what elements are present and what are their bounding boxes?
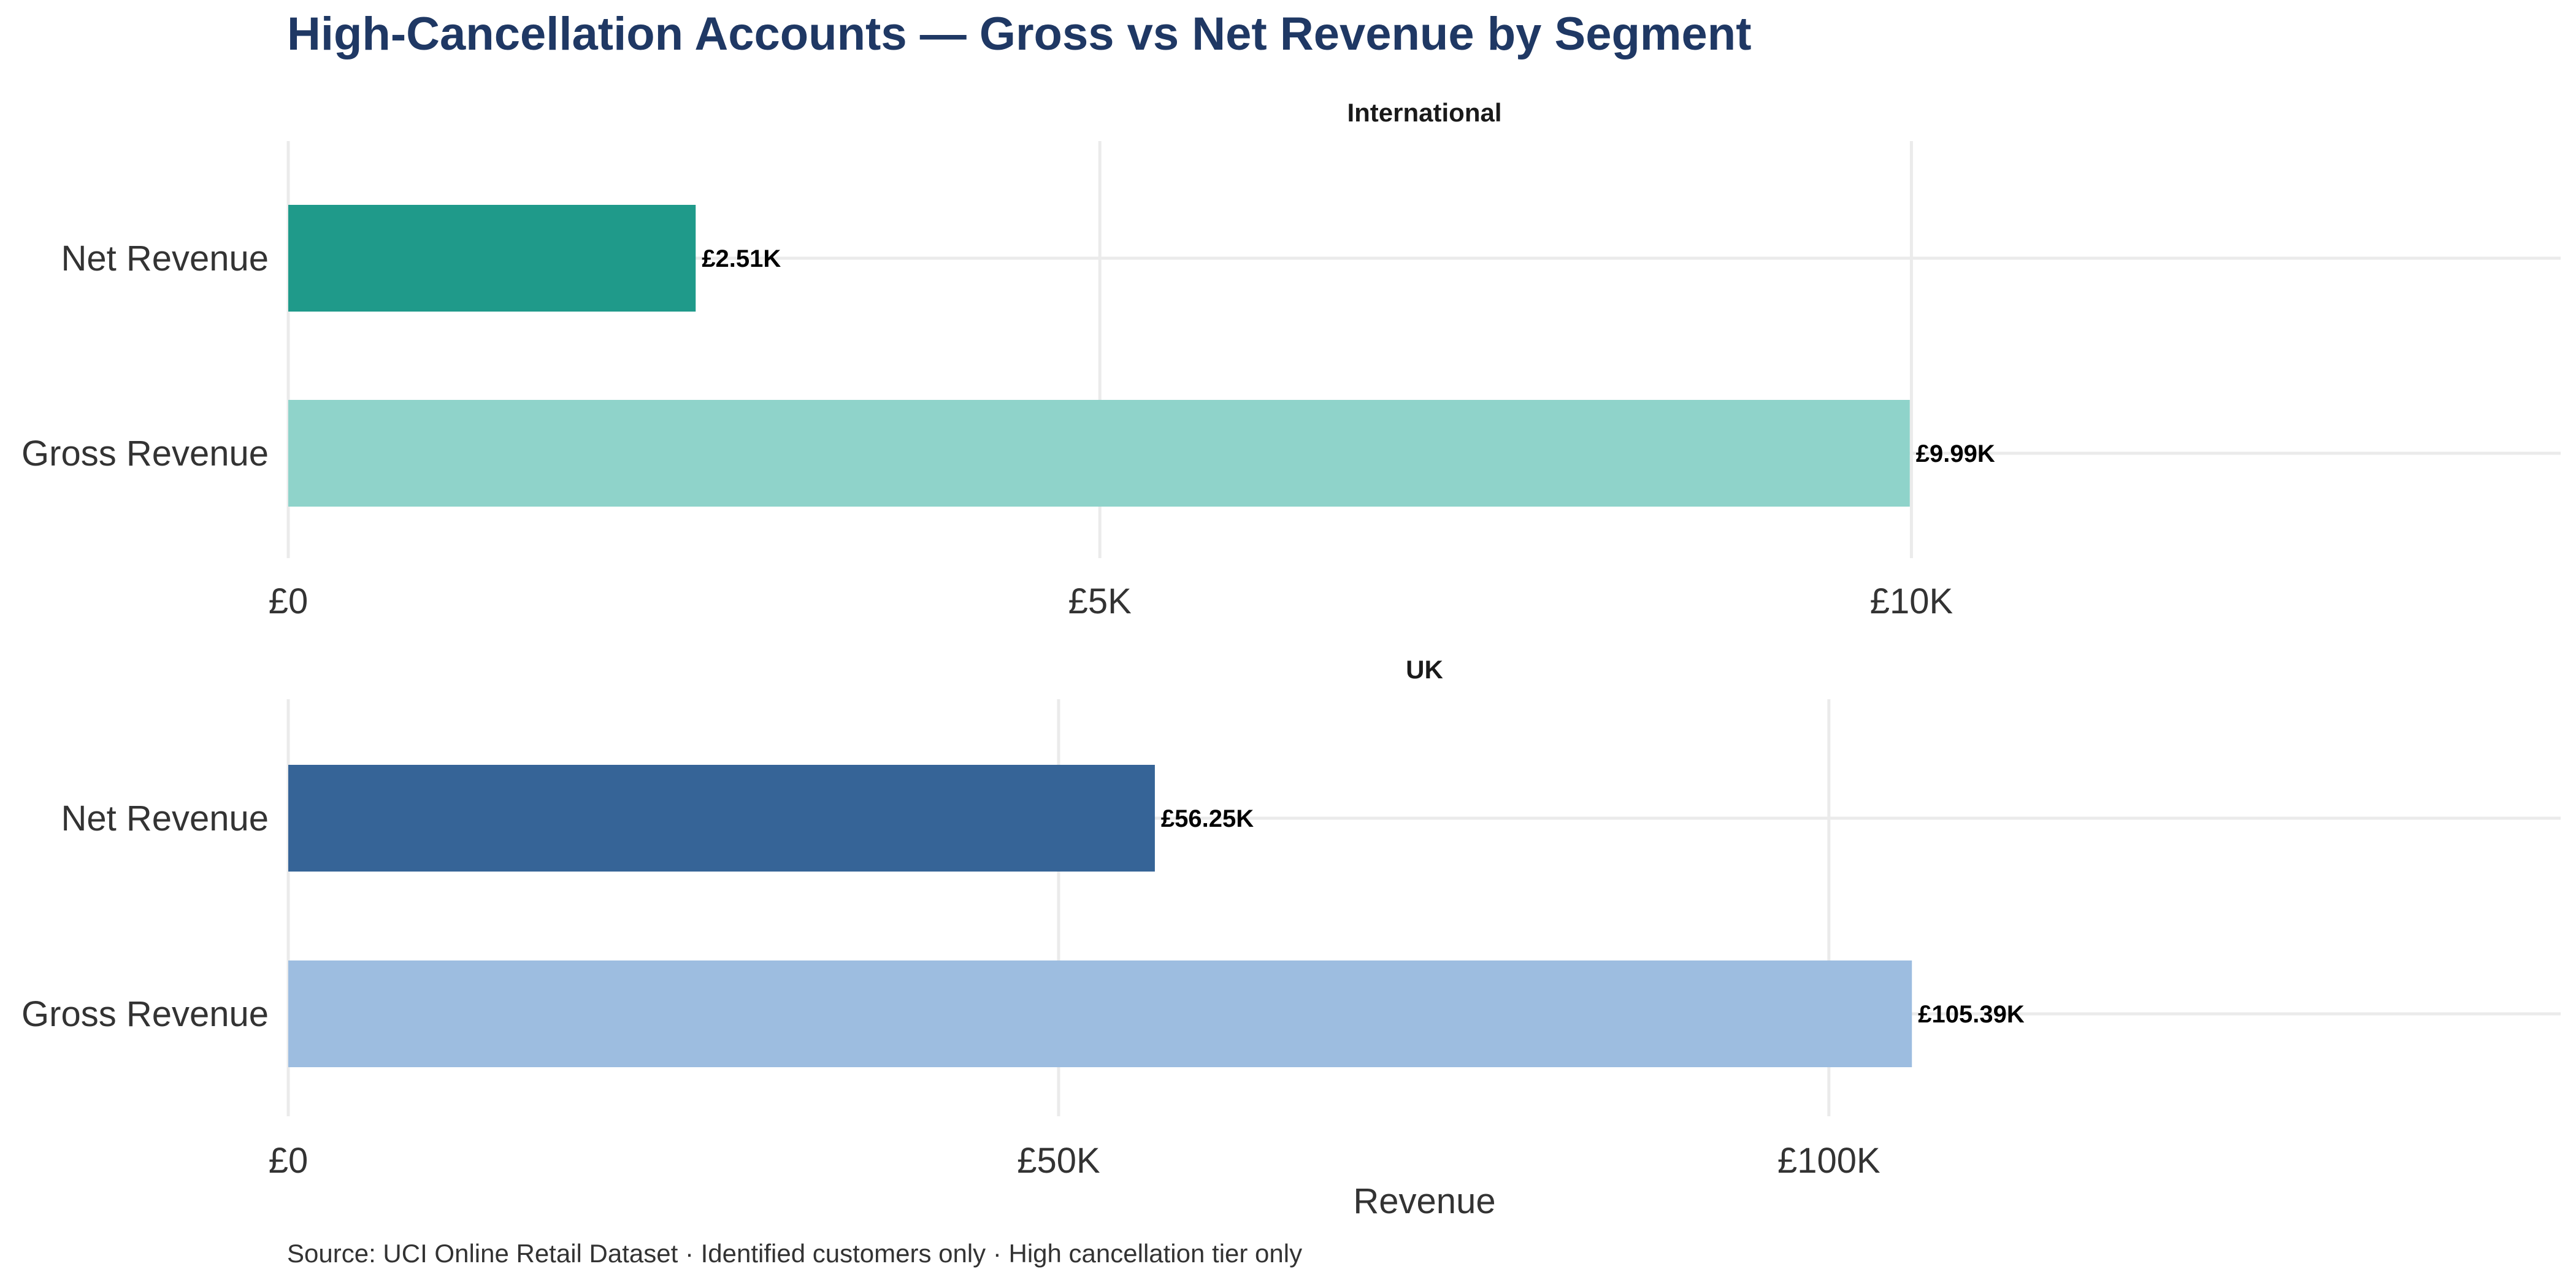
data-label: £9.99K: [1916, 440, 1995, 467]
bar: [288, 960, 1912, 1067]
x-tick-label: £100K: [1777, 1141, 1880, 1181]
chart-title: High-Cancellation Accounts — Gross vs Ne…: [287, 8, 1752, 60]
facet-panel-international: £2.51K Net Revenue £9.99K Gross Revenue £0 £5…: [21, 141, 2561, 621]
category-label: Net Revenue: [61, 799, 269, 838]
category-label: Net Revenue: [61, 239, 269, 278]
x-tick-label: £0: [269, 1141, 309, 1181]
x-tick-label: £5K: [1068, 581, 1132, 621]
data-label: £105.39K: [1918, 1001, 2025, 1028]
x-tick-label: £0: [269, 581, 309, 621]
data-label: £56.25K: [1161, 805, 1254, 832]
bar: [288, 765, 1155, 872]
bar: [288, 205, 696, 312]
facet-label-international: International: [1347, 98, 1502, 127]
facet-label-uk: UK: [1406, 655, 1443, 684]
category-label: Gross Revenue: [21, 434, 269, 473]
chart-caption: Source: UCI Online Retail Dataset · Iden…: [287, 1239, 1303, 1268]
x-axis-title: Revenue: [1353, 1181, 1496, 1221]
x-tick-label: £50K: [1017, 1141, 1100, 1181]
data-label: £2.51K: [702, 245, 781, 272]
bar: [288, 400, 1910, 507]
category-label: Gross Revenue: [21, 994, 269, 1034]
x-tick-label: £10K: [1870, 581, 1953, 621]
facet-panel-uk: £56.25K Net Revenue £105.39K Gross Revenue £…: [21, 699, 2561, 1181]
